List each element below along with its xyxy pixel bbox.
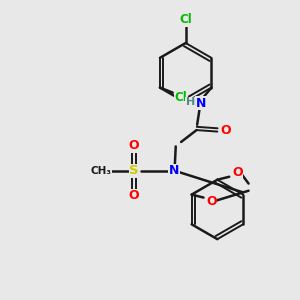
Text: N: N [169,164,179,177]
Text: CH₃: CH₃ [91,166,112,176]
Text: S: S [129,164,139,177]
Text: O: O [220,124,231,137]
Text: O: O [129,189,140,202]
Text: Cl: Cl [179,13,192,26]
Text: O: O [232,167,243,179]
Text: Cl: Cl [174,91,187,103]
Text: H: H [186,98,195,107]
Text: N: N [196,97,206,110]
Text: O: O [129,139,140,152]
Text: O: O [206,195,217,208]
